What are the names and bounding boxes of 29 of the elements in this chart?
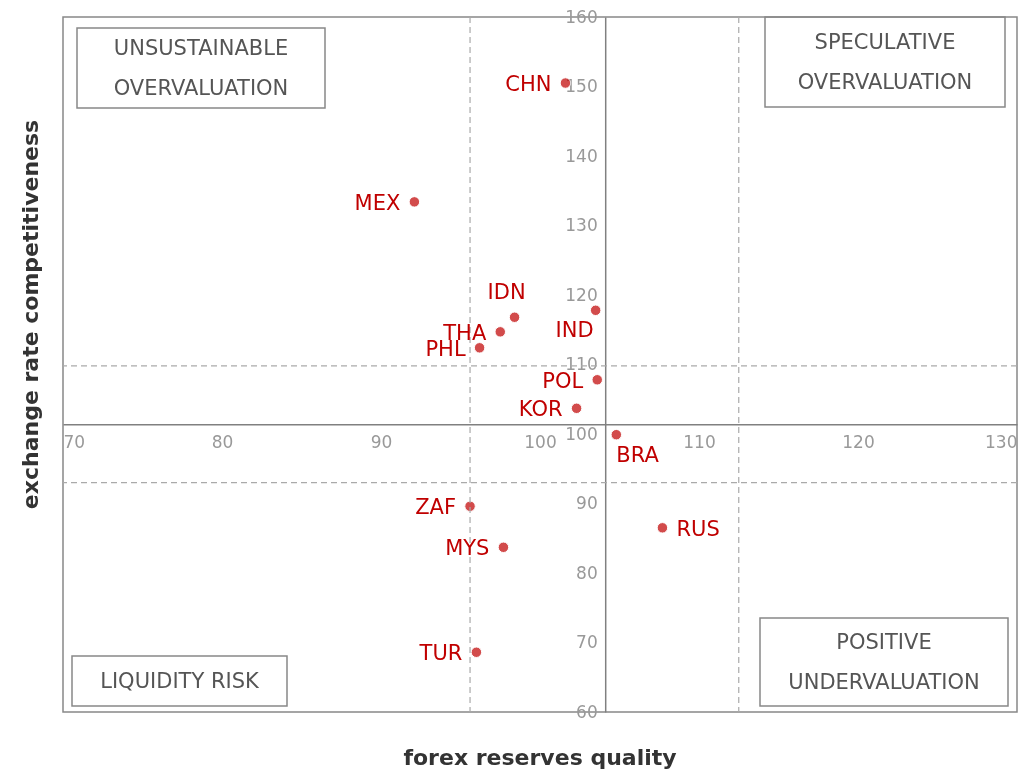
annotation: BRA <box>616 442 660 467</box>
y-tick-label: 80 <box>576 562 598 583</box>
annotation: SPECULATIVE OVERVALUATION <box>797 30 973 94</box>
annotation: TUR <box>418 641 463 666</box>
x-axis-title: forex reserves quality <box>403 745 677 770</box>
annotation: POSITIVE UNDERVALUATION <box>788 630 980 694</box>
annotation: KOR <box>518 397 563 422</box>
annotation: IDN <box>487 280 526 305</box>
annotation: IND <box>555 318 594 343</box>
x-tick-label: 70 <box>63 431 86 452</box>
annotation: UNSUSTAINABLE OVERVALUATION <box>113 36 289 100</box>
y-tick-label: 150 <box>565 76 598 96</box>
annotation: LIQUIDITY RISK <box>100 669 261 693</box>
annotation: CHN <box>505 72 552 97</box>
y-axis-title: exchange rate competitiveness <box>18 119 43 510</box>
y-tick-label: 90 <box>576 493 598 513</box>
y-tick-label: 140 <box>565 145 598 166</box>
x-tick-label: 120 <box>842 431 875 452</box>
x-tick-label: 100 <box>524 431 557 452</box>
y-tick-label: 70 <box>576 632 598 652</box>
y-tick-label: 120 <box>565 284 598 305</box>
annotation: RUS <box>676 516 720 541</box>
x-tick-label: 90 <box>370 431 393 452</box>
annotation: MEX <box>354 190 401 215</box>
x-tick-label: 80 <box>211 431 234 452</box>
annotation: ZAF <box>415 495 457 520</box>
annotation: MYS <box>445 536 490 561</box>
x-tick-label: 110 <box>683 431 716 452</box>
y-tick-label: 130 <box>565 215 598 235</box>
